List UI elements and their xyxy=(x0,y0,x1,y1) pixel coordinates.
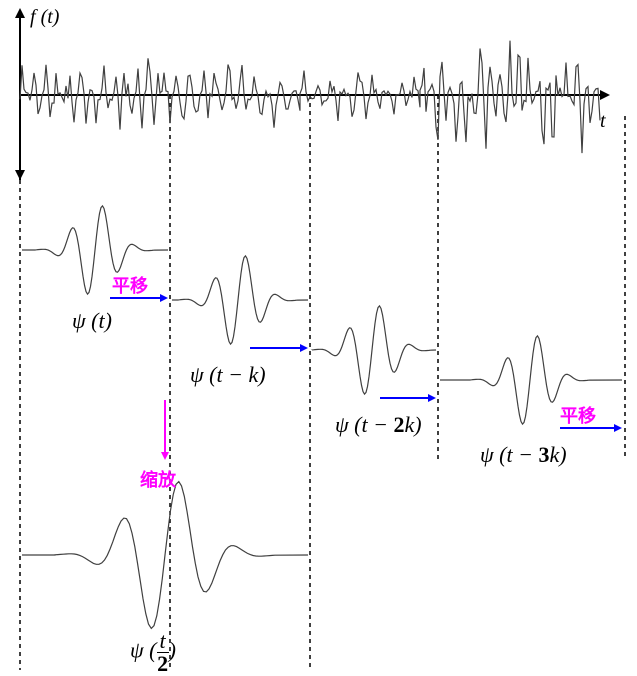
wavelet-psi_t2k xyxy=(312,306,436,394)
axis-label-x: t xyxy=(600,110,606,133)
shift-label-psi_t3k: 平移 xyxy=(560,402,596,428)
shift-label-psi_t: 平移 xyxy=(112,272,148,298)
wavelet-scaled xyxy=(22,482,308,629)
label-psi_t2k: ψ (t − 2k) xyxy=(335,412,422,438)
scale-label: 缩放 xyxy=(140,466,176,492)
label-psi_tk: ψ (t − k) xyxy=(190,362,266,388)
label-scaled-wavelet: ψ (t2) xyxy=(130,630,176,675)
axis-label-y: f (t) xyxy=(30,6,59,29)
diagram-canvas xyxy=(0,0,637,675)
label-psi_t3k: ψ (t − 3k) xyxy=(480,442,567,468)
label-psi_t: ψ (t) xyxy=(72,308,112,334)
wavelet-psi_tk xyxy=(172,256,308,344)
